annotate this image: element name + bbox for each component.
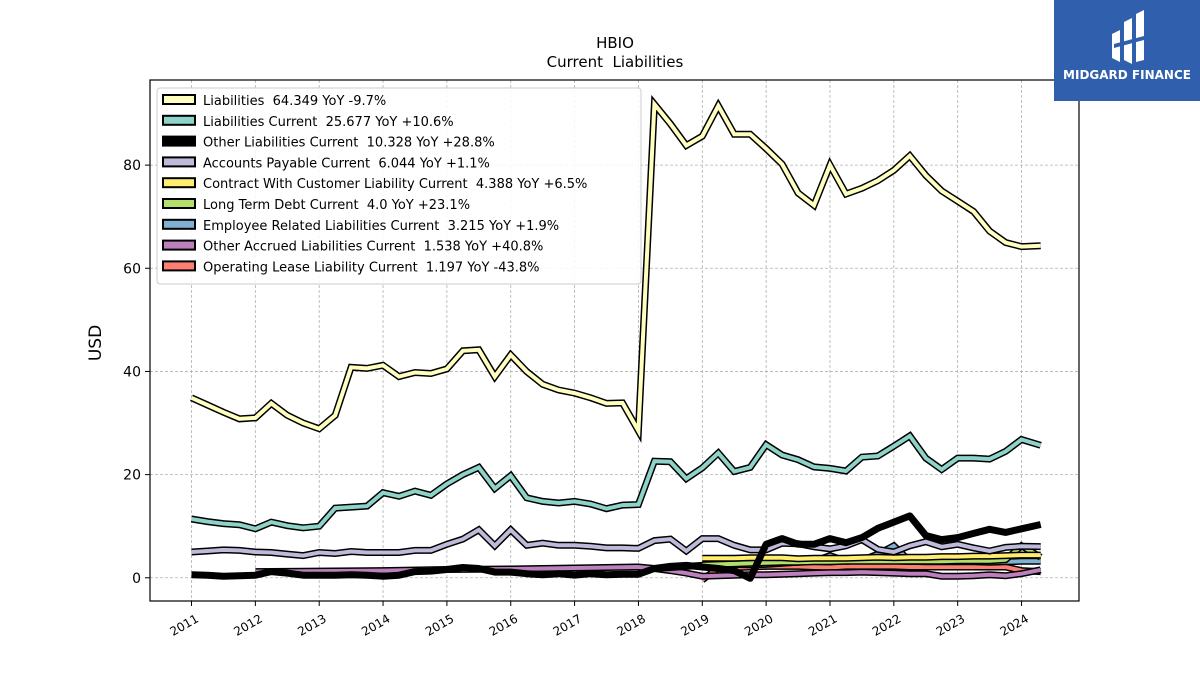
x-tick-label: 2022: [870, 611, 903, 638]
y-tick-label: 20: [123, 468, 141, 484]
legend-swatch: [162, 218, 196, 230]
y-tick-label: 0: [132, 571, 141, 587]
x-tick-label: 2024: [998, 611, 1031, 638]
legend-swatch: [162, 94, 196, 105]
legend-item: Operating Lease Liability Current 1.197 …: [162, 260, 540, 275]
legend-label: Accounts Payable Current 6.044 YoY +1.1%: [203, 156, 490, 171]
series-0: [190, 94, 1041, 443]
x-tick-label: 2013: [295, 611, 328, 638]
legend-item: Contract With Customer Liability Current…: [162, 177, 587, 192]
legend-item: Other Accrued Liabilities Current 1.538 …: [162, 239, 543, 255]
series-7: [255, 563, 1042, 580]
chart-title: HBIO: [596, 34, 634, 52]
legend-label: Other Accrued Liabilities Current 1.538 …: [203, 240, 543, 255]
legend-label: Employee Related Liabilities Current 3.2…: [203, 219, 559, 234]
legend-item: Long Term Debt Current 4.0 YoY +23.1%: [162, 198, 470, 213]
series-line: [191, 526, 1041, 558]
legend-label: Liabilities 64.349 YoY -9.7%: [203, 94, 386, 109]
series-3: [191, 524, 1041, 560]
x-tick-label: 2014: [359, 611, 392, 638]
x-tick-label: 2017: [551, 611, 584, 638]
legend-item: Liabilities 64.349 YoY -9.7%: [162, 94, 386, 109]
x-tick-label: 2020: [742, 611, 775, 638]
x-tick-label: 2019: [678, 611, 711, 638]
x-tick-label: 2016: [487, 611, 520, 638]
x-tick-label: 2012: [231, 611, 264, 638]
chart-subtitle: Current Liabilities: [547, 53, 684, 71]
legend-swatch: [162, 135, 196, 147]
x-tick-label: 2023: [934, 611, 967, 638]
brand-name: MIDGARD FINANCE: [1063, 68, 1191, 82]
legend-swatch: [162, 198, 196, 209]
series-line: [191, 512, 1042, 582]
legend-label: Long Term Debt Current 4.0 YoY +23.1%: [203, 198, 470, 213]
y-axis-label: USD: [86, 325, 106, 361]
legend: Liabilities 64.349 YoY -9.7% Liabilities …: [156, 87, 642, 285]
x-tick-label: 2021: [806, 611, 839, 638]
legend-item: Liabilities Current 25.677 YoY +10.6%: [162, 114, 454, 130]
legend-swatch: [162, 239, 196, 251]
legend-box: [156, 87, 642, 285]
y-tick-label: 60: [123, 261, 141, 277]
legend-swatch: [162, 177, 196, 189]
legend-item: Employee Related Liabilities Current 3.2…: [162, 218, 559, 234]
legend-swatch: [162, 156, 196, 168]
x-tick-label: 2015: [423, 611, 456, 638]
legend-swatch: [162, 114, 196, 126]
series-group: [190, 94, 1043, 583]
brand-logo: MIDGARD FINANCE: [1054, 0, 1200, 101]
x-tick-label: 2011: [168, 611, 201, 638]
midgard-logo-icon: [1112, 10, 1144, 64]
series-line: [255, 564, 1042, 579]
plot-frame: [149, 79, 1080, 602]
legend-item: Other Liabilities Current 10.328 YoY +28…: [162, 135, 495, 151]
legend-label: Operating Lease Liability Current 1.197 …: [203, 260, 540, 275]
series-4: [702, 551, 1041, 563]
series-line: [190, 98, 1041, 438]
x-tick-label: 2018: [614, 611, 647, 638]
series-2: [191, 512, 1042, 582]
legend-swatch: [162, 260, 196, 272]
y-tick-label: 80: [123, 158, 141, 174]
series-1: [190, 431, 1042, 533]
series-line: [191, 433, 1042, 531]
y-tick-label: 40: [123, 364, 141, 380]
legend-label: Contract With Customer Liability Current…: [203, 177, 587, 192]
legend-label: Other Liabilities Current 10.328 YoY +28…: [203, 136, 495, 151]
legend-label: Liabilities Current 25.677 YoY +10.6%: [203, 115, 454, 130]
legend-item: Accounts Payable Current 6.044 YoY +1.1%: [162, 156, 490, 171]
